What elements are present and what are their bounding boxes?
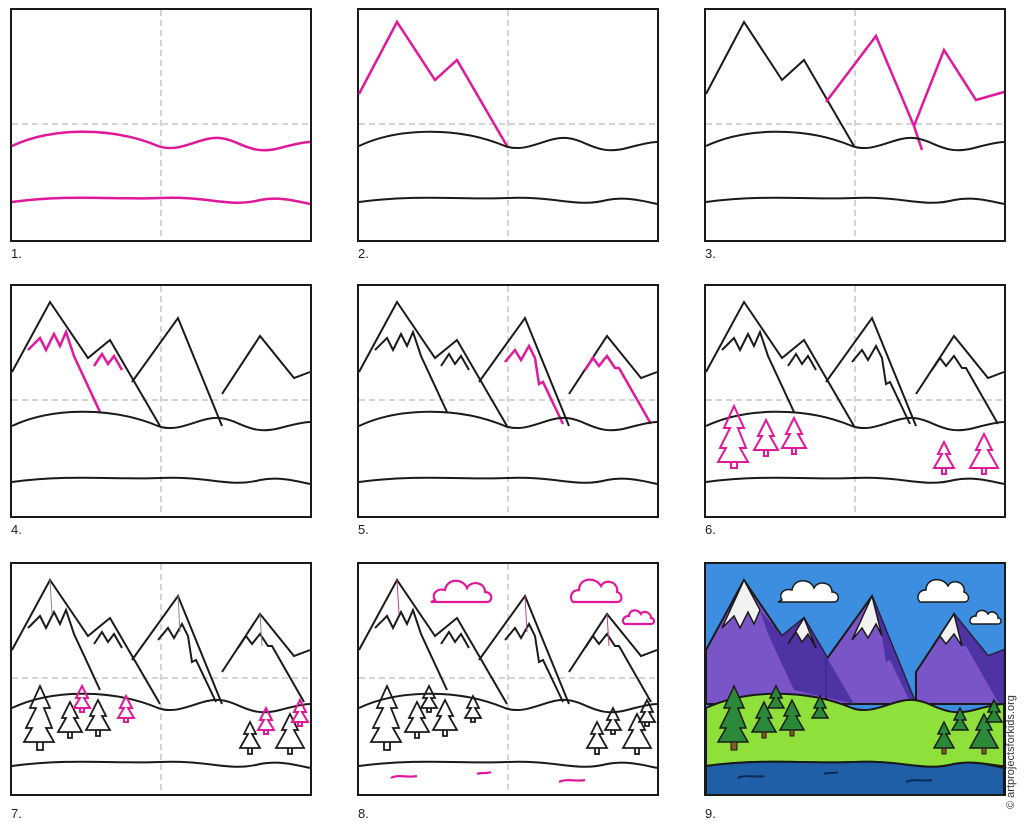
step-1-panel [10,8,312,242]
step-8-drawing [357,562,659,796]
step-1-drawing [10,8,312,242]
step-6-panel [704,284,1006,518]
step-9-label: 9. [705,806,716,821]
step-2-label: 2. [358,246,369,261]
step-6-label: 6. [705,522,716,537]
credit-text: © artprojectsforkids.org [1005,695,1017,809]
step-8-label: 8. [358,806,369,821]
credit-watermark: © artprojectsforkids.org [1004,560,1018,810]
step-9-artwork [704,562,1006,796]
step-3-panel [704,8,1006,242]
step-5-panel [357,284,659,518]
step-2-drawing [357,8,659,242]
step-9-panel [704,562,1006,796]
step-5-label: 5. [358,522,369,537]
step-5-drawing [357,284,659,518]
step-3-label: 3. [705,246,716,261]
step-3-drawing [704,8,1006,242]
step-7-drawing [10,562,312,796]
step-8-panel [357,562,659,796]
step-7-label: 7. [11,806,22,821]
step-4-label: 4. [11,522,22,537]
step-1-label: 1. [11,246,22,261]
step-4-drawing [10,284,312,518]
step-2-panel [357,8,659,242]
step-6-drawing [704,284,1006,518]
step-7-panel [10,562,312,796]
step-4-panel [10,284,312,518]
